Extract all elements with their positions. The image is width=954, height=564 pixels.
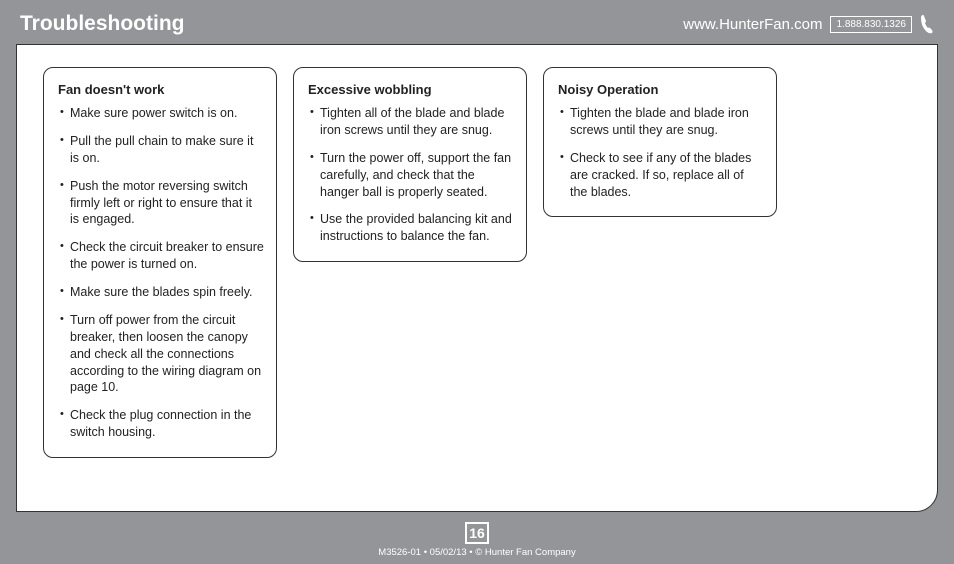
list-item: Push the motor reversing switch firmly l… [58,178,264,229]
list-item: Check the circuit breaker to ensure the … [58,239,264,273]
card-noisy-operation: Noisy Operation Tighten the blade and bl… [543,67,777,217]
list-item: Check to see if any of the blades are cr… [558,150,764,201]
list-item: Tighten all of the blade and blade iron … [308,105,514,139]
content-panel: Fan doesn't work Make sure power switch … [16,44,938,512]
contact-group: www.HunterFan.com 1.888.830.1326 [683,14,934,34]
card-list: Tighten the blade and blade iron screws … [558,105,764,200]
page-title: Troubleshooting [20,12,184,36]
card-fan-doesnt-work: Fan doesn't work Make sure power switch … [43,67,277,458]
list-item: Make sure the blades spin freely. [58,284,264,301]
list-item: Check the plug connection in the switch … [58,407,264,441]
page-footer: 16 M3526-01 • 05/02/13 • © Hunter Fan Co… [0,522,954,558]
list-item: Pull the pull chain to make sure it is o… [58,133,264,167]
footer-text: M3526-01 • 05/02/13 • © Hunter Fan Compa… [0,547,954,558]
list-item: Turn off power from the circuit breaker,… [58,312,264,396]
website-url: www.HunterFan.com [683,16,822,33]
page-number: 16 [465,522,489,544]
card-excessive-wobbling: Excessive wobbling Tighten all of the bl… [293,67,527,262]
list-item: Make sure power switch is on. [58,105,264,122]
card-title: Excessive wobbling [308,82,514,97]
phone-number: 1.888.830.1326 [830,16,912,33]
list-item: Tighten the blade and blade iron screws … [558,105,764,139]
page-header: Troubleshooting www.HunterFan.com 1.888.… [0,0,954,44]
card-title: Fan doesn't work [58,82,264,97]
card-list: Tighten all of the blade and blade iron … [308,105,514,245]
phone-icon [920,14,934,34]
list-item: Use the provided balancing kit and instr… [308,211,514,245]
card-list: Make sure power switch is on. Pull the p… [58,105,264,441]
card-title: Noisy Operation [558,82,764,97]
list-item: Turn the power off, support the fan care… [308,150,514,201]
